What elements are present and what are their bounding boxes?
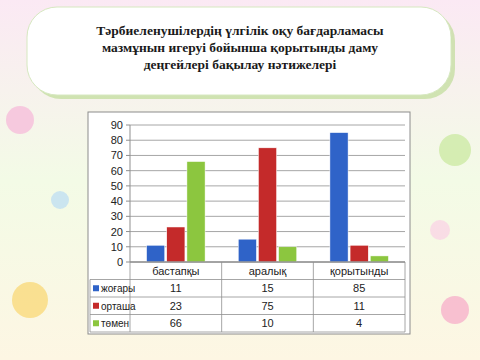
- bar: [187, 162, 205, 262]
- table-value: 4: [356, 317, 362, 329]
- background: [0, 0, 480, 360]
- tick-label: 70: [111, 149, 123, 161]
- title: Тәрбиеленушілердің үлгілік оқу бағдарлам…: [70, 22, 410, 73]
- grid-line: [130, 262, 405, 263]
- tick-mark: [126, 140, 130, 141]
- decoration: [441, 296, 469, 324]
- tick-mark: [126, 262, 130, 263]
- category-label: аралық: [249, 265, 287, 277]
- legend-label: жоғары: [101, 283, 135, 294]
- tick-mark: [126, 216, 130, 217]
- grid-line: [130, 125, 405, 126]
- legend-key: [93, 320, 99, 326]
- legend-label: төмен: [101, 318, 129, 329]
- tick-label: 10: [111, 241, 123, 253]
- bars: [147, 133, 389, 262]
- table-value: 85: [353, 282, 365, 294]
- tick-mark: [126, 185, 130, 186]
- tick-label: 60: [111, 165, 123, 177]
- bar: [350, 245, 368, 262]
- table-line: [221, 262, 222, 332]
- tick-label: 50: [111, 180, 123, 192]
- decoration: [430, 220, 450, 240]
- title-box: [27, 7, 451, 95]
- table-line: [90, 314, 405, 315]
- tick-label: 40: [111, 195, 123, 207]
- tick-mark: [126, 125, 130, 126]
- y-axis: [130, 125, 131, 262]
- table-value: 75: [261, 300, 273, 312]
- tick-label: 80: [111, 134, 123, 146]
- bar: [147, 245, 165, 262]
- tick-label: 0: [117, 256, 123, 268]
- decoration: [6, 106, 34, 134]
- decoration: [439, 134, 471, 166]
- table-line: [130, 262, 405, 263]
- decoration: [51, 191, 69, 209]
- table-value: 10: [261, 317, 273, 329]
- legend-label: орташа: [101, 301, 136, 312]
- table-value: 23: [170, 300, 182, 312]
- tick-label: 90: [111, 119, 123, 131]
- bar: [258, 148, 276, 262]
- table-value: 11: [353, 300, 364, 312]
- tick-label: 20: [111, 226, 123, 238]
- tick-mark: [126, 170, 130, 171]
- tick-mark: [126, 155, 130, 156]
- chart-area: [88, 112, 410, 334]
- table-value: 11: [170, 282, 181, 294]
- tick-mark: [126, 246, 130, 247]
- tick-label: 30: [111, 210, 123, 222]
- table-line: [90, 279, 405, 280]
- table-line: [313, 262, 314, 332]
- tick-mark: [126, 231, 130, 232]
- x-axis: [130, 262, 405, 263]
- table-line: [90, 280, 91, 333]
- decoration: [12, 282, 48, 318]
- bar: [279, 247, 297, 262]
- legend-key: [93, 285, 99, 291]
- bar: [238, 239, 256, 262]
- table-value: 15: [261, 282, 273, 294]
- bar: [167, 227, 185, 262]
- tick-mark: [126, 201, 130, 202]
- legend-key: [93, 303, 99, 309]
- grid-line: [130, 140, 405, 141]
- bar: [330, 133, 348, 262]
- table-line: [90, 332, 405, 333]
- bar: [370, 256, 388, 262]
- category-label: бастапқы: [152, 265, 199, 277]
- table-value: 66: [170, 317, 182, 329]
- table-line: [90, 297, 405, 298]
- table-line: [130, 262, 131, 332]
- category-label: қорытынды: [330, 265, 388, 277]
- table-line: [405, 262, 406, 332]
